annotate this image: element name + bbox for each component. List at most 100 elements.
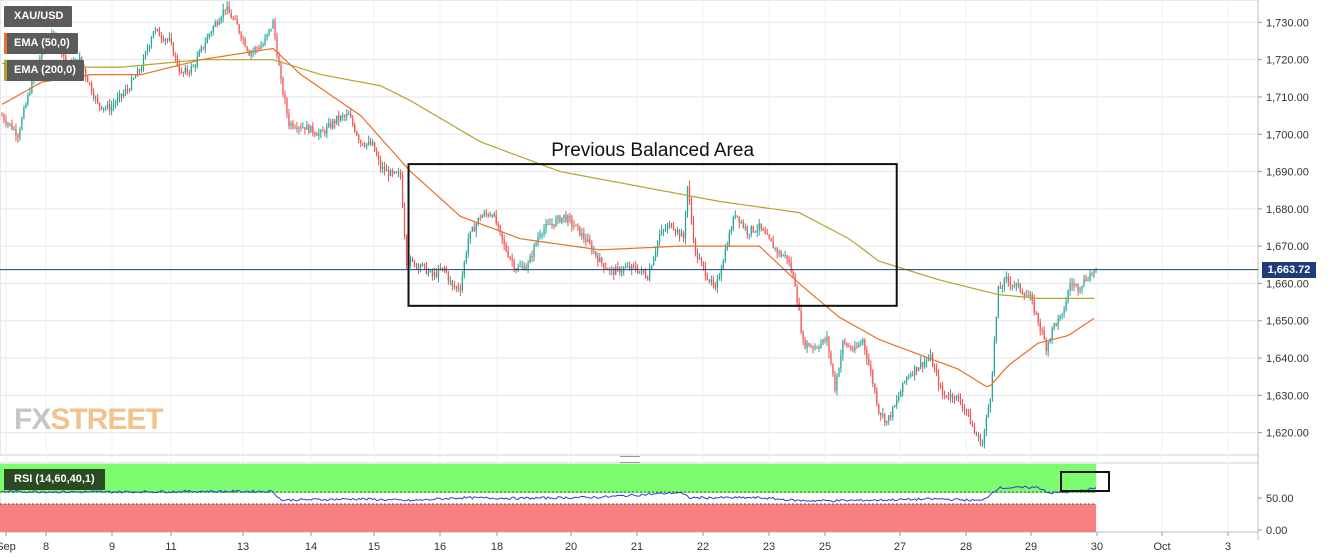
candle-body	[220, 17, 222, 22]
candle-body	[208, 33, 210, 37]
candle-body	[246, 46, 248, 51]
candle-body	[17, 135, 19, 138]
candle-body	[332, 120, 334, 128]
candle-body	[240, 32, 242, 39]
candle-body	[489, 215, 491, 217]
candle-body	[963, 408, 966, 410]
candle-body	[643, 269, 645, 273]
candle-body	[535, 242, 537, 246]
candle-body	[393, 171, 396, 173]
candle-body	[104, 107, 107, 109]
candle-body	[838, 368, 840, 377]
candle-body	[732, 216, 734, 230]
y-tick-label: 1,650.00	[1266, 316, 1309, 328]
candle-body	[463, 261, 465, 276]
candle-body	[943, 395, 946, 397]
candle-body	[1, 115, 3, 117]
candle-body	[720, 268, 723, 277]
candle-body	[557, 216, 559, 220]
candle-body	[166, 39, 169, 41]
candle-body	[908, 376, 910, 378]
candle-body	[804, 339, 806, 348]
x-tick-label: 25	[819, 541, 831, 553]
candle-body	[346, 114, 348, 117]
candle-body	[537, 237, 539, 243]
candle-body	[258, 48, 260, 50]
symbol-label: XAU/USD	[14, 10, 64, 22]
candle-body	[1011, 285, 1013, 287]
candle-body	[405, 235, 408, 266]
candle-body	[244, 38, 246, 47]
candle-body	[764, 230, 766, 234]
candle-body	[312, 125, 314, 133]
y-tick-label: 1,680.00	[1266, 204, 1309, 216]
candle-body	[603, 263, 605, 269]
candle-body	[1061, 313, 1063, 316]
y-tick-label: 1,670.00	[1266, 241, 1309, 253]
candle-body	[397, 172, 400, 174]
candle-body	[495, 214, 497, 224]
candle-body	[290, 122, 292, 126]
candle-body	[912, 374, 914, 376]
candle-body	[427, 271, 430, 274]
candle-body	[615, 267, 617, 275]
candle-body	[543, 228, 545, 234]
candle-body	[937, 373, 940, 387]
candle-body	[491, 215, 493, 217]
candle-body	[499, 225, 501, 232]
candle-body	[507, 251, 509, 257]
candle-body	[25, 104, 27, 108]
candle-body	[545, 223, 547, 229]
candle-body	[334, 120, 336, 124]
candle-body	[1063, 310, 1065, 314]
candle-body	[477, 217, 479, 225]
candle-body	[210, 31, 212, 34]
candle-body	[200, 47, 202, 52]
candle-body	[130, 79, 133, 90]
ema200-legend[interactable]: EMA (200,0)	[4, 60, 84, 81]
candle-body	[931, 354, 934, 367]
candle-body	[664, 229, 667, 231]
candle-body	[186, 68, 188, 73]
candle-body	[150, 38, 153, 46]
ema200-label: EMA (200,0)	[14, 64, 76, 76]
rsi-legend[interactable]: RSI (14,60,40,1)	[4, 469, 105, 490]
candle-body	[997, 286, 1000, 317]
candle-body	[627, 266, 629, 268]
candle-body	[730, 229, 732, 233]
candle-body	[595, 251, 597, 256]
candle-body	[379, 159, 382, 170]
candle-body	[760, 223, 762, 229]
candle-body	[1071, 283, 1073, 286]
candle-body	[553, 224, 555, 227]
candle-body	[276, 37, 278, 57]
candle-body	[340, 115, 342, 121]
candle-body	[714, 285, 717, 288]
candle-body	[587, 238, 589, 242]
candle-body	[467, 238, 469, 254]
candle-body	[409, 258, 412, 265]
candle-body	[87, 76, 89, 83]
pane-resize-handle[interactable]	[620, 456, 640, 463]
symbol-legend[interactable]: XAU/USD	[4, 6, 72, 27]
candle-body	[678, 229, 681, 237]
candle-body	[437, 268, 440, 277]
candle-body	[1073, 284, 1075, 286]
candle-body	[523, 265, 525, 270]
candle-body	[555, 219, 557, 227]
candle-body	[692, 220, 695, 241]
candle-body	[112, 104, 115, 107]
candle-body	[124, 89, 127, 94]
candle-body	[152, 31, 155, 39]
candle-body	[7, 123, 9, 125]
candle-body	[89, 82, 91, 84]
candle-body	[935, 368, 938, 374]
candle-body	[232, 18, 234, 20]
candle-body	[238, 24, 240, 33]
ema50-legend[interactable]: EMA (50,0)	[4, 33, 78, 54]
candle-body	[941, 386, 944, 396]
candle-body	[888, 415, 890, 421]
candle-body	[768, 234, 770, 239]
candle-body	[914, 366, 916, 376]
candle-body	[110, 106, 113, 112]
